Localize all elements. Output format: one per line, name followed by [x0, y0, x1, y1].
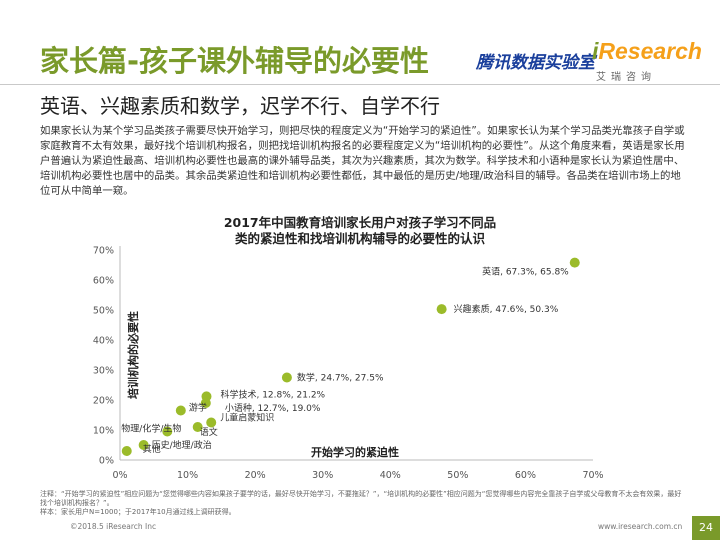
page-number: 24: [692, 516, 720, 540]
footnote: 注释：“开始学习的紧迫性”相应问题为“您觉得哪些内容如果孩子要学的话，最好尽快开…: [40, 490, 688, 517]
y-tick-label: 0%: [99, 456, 114, 467]
footnote-note: 注释：“开始学习的紧迫性”相应问题为“您觉得哪些内容如果孩子要学的话，最好尽快开…: [40, 490, 682, 507]
data-point: [281, 372, 292, 383]
data-point: [162, 426, 173, 437]
page-subtitle: 英语、兴趣素质和数学，迟学不行、自学不行: [40, 94, 440, 118]
header-divider: [0, 84, 720, 85]
y-tick-label: 50%: [93, 306, 114, 317]
data-point: [206, 417, 217, 428]
y-tick-label: 40%: [93, 336, 114, 347]
data-label: 兴趣素质, 47.6%, 50.3%: [454, 303, 559, 315]
data-point: [121, 446, 132, 456]
chart-title-line1: 2017年中国教育培训家长用户对孩子学习不同品: [223, 215, 497, 230]
x-tick-label: 50%: [447, 470, 468, 481]
data-label: 小语种, 12.7%, 19.0%: [225, 402, 321, 414]
data-label: 科学技术, 12.8%, 21.2%: [220, 388, 325, 400]
x-tick-label: 40%: [380, 470, 401, 481]
data-label: 其他: [143, 443, 161, 455]
y-tick-label: 30%: [93, 366, 114, 377]
data-point: [175, 405, 186, 416]
chart-title-line2: 类的紧迫性和找培训机构辅导的必要性的认识: [234, 231, 485, 246]
data-label: 游学: [189, 402, 207, 414]
x-tick-label: 10%: [177, 470, 198, 481]
footer-copyright: ©2018.5 iResearch Inc: [70, 522, 157, 531]
x-tick-label: 0%: [112, 470, 127, 481]
iresearch-logo: iResearch 艾瑞咨询: [592, 38, 702, 83]
data-label: 数学, 24.7%, 27.5%: [297, 372, 384, 384]
y-tick-label: 20%: [93, 396, 114, 407]
x-tick-label: 60%: [515, 470, 536, 481]
data-point: [569, 257, 580, 268]
data-label: 英语, 67.3%, 65.8%: [482, 266, 569, 278]
y-tick-label: 60%: [93, 276, 114, 287]
x-tick-label: 20%: [245, 470, 266, 481]
data-point: [138, 440, 149, 450]
data-point: [200, 398, 211, 408]
x-tick-label: 30%: [312, 470, 333, 481]
footer-website: www.iresearch.com.cn: [598, 522, 683, 531]
page-title: 家长篇-孩子课外辅导的必要性: [40, 44, 430, 78]
data-point: [436, 304, 447, 315]
x-axis-title: 开始学习的紧迫性: [311, 445, 399, 459]
data-label: 物理/化学/生物: [121, 423, 181, 435]
data-label: 儿童启蒙知识: [220, 412, 274, 424]
data-point: [192, 422, 203, 432]
iresearch-logo-text: iResearch: [592, 38, 702, 64]
data-label: 语文: [200, 426, 218, 438]
y-axis-title: 培训机构的必要性: [126, 311, 140, 399]
footnote-sample: 样本：家长用户N=1000；于2017年10月通过线上调研获得。: [40, 508, 236, 516]
iresearch-logo-subtitle: 艾瑞咨询: [596, 72, 656, 83]
data-label: 历史/地理/政治: [152, 439, 212, 451]
chart-title: 2017年中国教育培训家长用户对孩子学习不同品 类的紧迫性和找培训机构辅导的必要…: [150, 215, 570, 247]
y-tick-label: 10%: [93, 426, 114, 437]
tencent-lab-logo: 腾讯数据实验室: [476, 53, 595, 73]
x-tick-label: 70%: [582, 470, 603, 481]
body-paragraph: 如果家长认为某个学习品类孩子需要尽快开始学习，则把尽快的程度定义为“开始学习的紧…: [40, 125, 685, 197]
y-tick-label: 70%: [93, 246, 114, 257]
